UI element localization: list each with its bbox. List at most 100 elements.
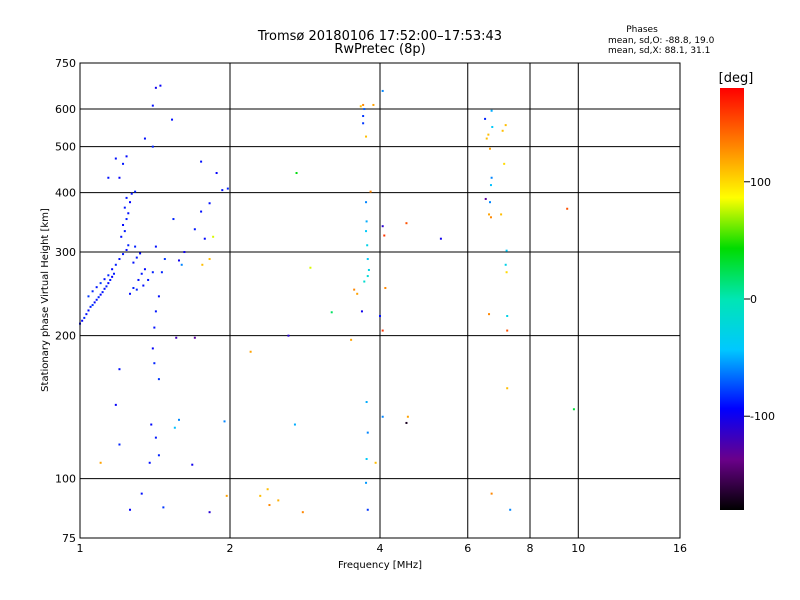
data-point <box>132 286 135 289</box>
colorbar-tick-label: -100 <box>750 410 775 423</box>
chart-title: Tromsø 20180106 17:52:00–17:53:43 <box>257 29 502 44</box>
data-point <box>208 258 211 261</box>
data-point <box>130 192 133 195</box>
data-point <box>259 494 262 497</box>
data-point <box>372 103 375 106</box>
data-point <box>501 129 504 132</box>
data-point <box>365 481 368 484</box>
data-point <box>143 268 146 271</box>
data-point <box>91 290 94 293</box>
data-point <box>490 492 493 495</box>
data-point <box>353 288 356 291</box>
data-point <box>143 137 146 140</box>
data-point <box>208 202 211 205</box>
data-point <box>362 103 365 106</box>
data-point <box>154 310 157 313</box>
data-point <box>362 122 365 125</box>
data-point <box>132 261 135 264</box>
data-point <box>118 258 121 261</box>
data-point <box>363 108 366 111</box>
data-point <box>489 184 492 187</box>
data-point <box>200 210 203 213</box>
data-point <box>118 443 121 446</box>
data-point <box>142 284 145 287</box>
data-point <box>384 286 387 289</box>
data-point <box>366 431 369 434</box>
data-point <box>129 201 132 204</box>
stats-heading: Phases <box>626 25 658 35</box>
data-point <box>177 259 180 262</box>
data-point <box>490 109 493 112</box>
data-point <box>93 301 96 304</box>
axis-ticks: 1 2 4 6 8 10 16 75 100 200 300 400 500 600 750 <box>55 57 687 555</box>
y-tick-label: 750 <box>55 57 76 70</box>
data-point <box>191 463 194 466</box>
data-point <box>151 104 154 107</box>
data-point <box>491 125 494 128</box>
x-tick-label: 1 <box>77 542 84 555</box>
data-point <box>139 252 142 255</box>
data-point <box>277 499 280 502</box>
data-point <box>500 213 503 216</box>
data-point <box>287 334 290 337</box>
y-tick-label: 500 <box>55 141 76 154</box>
data-point <box>118 176 121 179</box>
data-point <box>122 223 125 226</box>
data-point <box>200 160 203 163</box>
data-point <box>135 288 138 291</box>
data-point <box>114 403 117 406</box>
colorbar-ticks: 100 0 -100 <box>744 176 775 423</box>
data-point <box>150 423 153 426</box>
data-point <box>509 508 512 511</box>
data-point <box>193 336 196 339</box>
data-point <box>81 319 84 322</box>
data-point <box>405 222 408 225</box>
data-point <box>99 293 102 296</box>
data-point <box>107 282 110 285</box>
data-point <box>488 213 491 216</box>
data-point <box>125 248 128 251</box>
data-point <box>405 421 408 424</box>
data-point <box>163 258 166 261</box>
data-point <box>301 511 304 514</box>
data-point <box>293 423 296 426</box>
colorbar <box>720 88 744 510</box>
data-point <box>363 280 366 283</box>
data-point <box>91 304 94 307</box>
data-point <box>488 313 491 316</box>
data-point <box>95 286 98 289</box>
data-point <box>365 220 368 223</box>
data-point <box>203 237 206 240</box>
data-point <box>208 511 211 514</box>
data-point <box>175 336 178 339</box>
data-point <box>379 315 381 318</box>
data-point <box>157 454 160 457</box>
x-tick-label: 10 <box>571 542 585 555</box>
data-point <box>177 418 180 421</box>
data-point <box>360 310 363 313</box>
data-point <box>485 137 488 140</box>
x-tick-label: 6 <box>464 542 471 555</box>
data-point <box>153 362 156 365</box>
data-point <box>129 508 132 511</box>
data-point <box>140 272 143 275</box>
data-point <box>506 315 509 318</box>
data-point <box>295 172 298 175</box>
data-point <box>506 387 509 390</box>
data-point <box>365 457 368 460</box>
data-point <box>157 378 160 381</box>
data-point <box>99 282 102 285</box>
y-tick-label: 400 <box>55 187 76 200</box>
data-point <box>439 237 442 240</box>
x-tick-label: 4 <box>377 542 384 555</box>
plot-frame <box>79 62 681 539</box>
data-point <box>226 187 229 190</box>
data-point <box>151 271 154 274</box>
data-point <box>123 230 126 233</box>
data-point <box>105 285 108 288</box>
data-point <box>212 235 215 238</box>
data-point <box>122 253 125 256</box>
data-point <box>172 218 175 221</box>
data-point <box>160 271 163 274</box>
